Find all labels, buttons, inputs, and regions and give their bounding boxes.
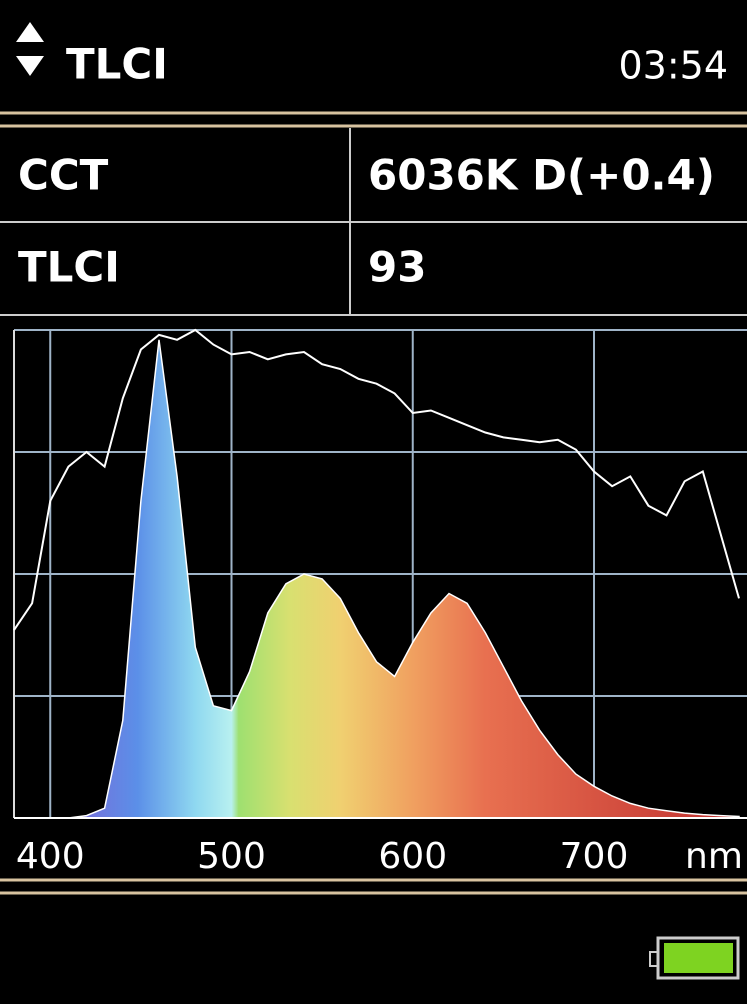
readings-table: CCT 6036K D(+0.4) TLCI 93 (0, 128, 747, 316)
x-tick-label: 700 (560, 836, 629, 877)
x-tick-label: 500 (197, 836, 266, 877)
clock: 03:54 (618, 44, 728, 88)
battery-body (656, 936, 740, 980)
battery-icon (649, 936, 740, 980)
table-cell: CCT (18, 151, 109, 200)
spectrum-line (13, 328, 740, 631)
x-axis-unit: nm (685, 836, 743, 877)
spectrum-area (14, 339, 740, 819)
table-cell: 6036K D(+0.4) (368, 151, 715, 200)
x-tick-label: 600 (378, 836, 447, 877)
header: TLCI 03:54 (16, 22, 728, 89)
x-tick-label: 400 (16, 836, 85, 877)
scroll-arrows-icon[interactable] (16, 22, 44, 76)
table-cell: 93 (368, 243, 426, 292)
screen-title: TLCI (66, 40, 168, 89)
spectrum-chart: 400 500 600 700 (13, 328, 747, 877)
table-cell: TLCI (18, 243, 120, 292)
battery-level (664, 943, 733, 973)
